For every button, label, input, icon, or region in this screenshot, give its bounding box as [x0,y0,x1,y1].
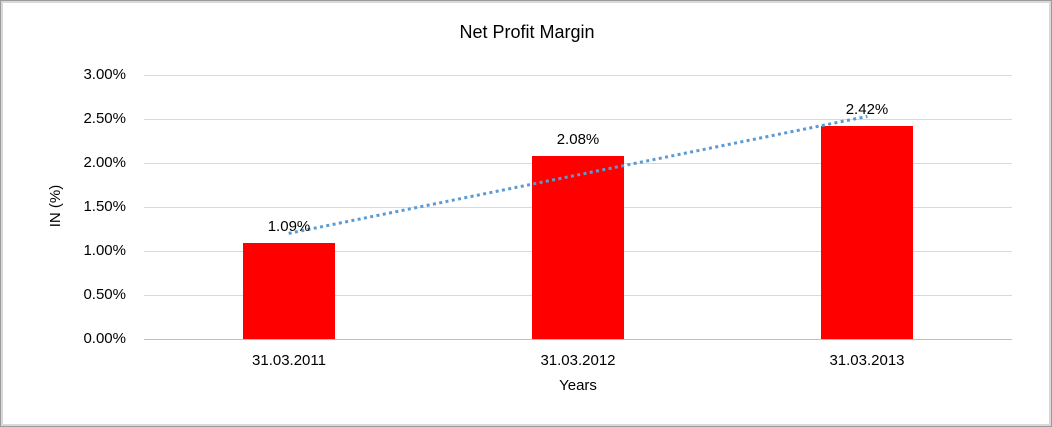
bar-31.03.2011 [243,243,335,339]
x-axis-tick-label: 31.03.2012 [540,352,616,369]
data-label: 2.08% [556,131,600,148]
y-axis-tick-label: 0.00% [83,330,126,347]
x-axis-title: Years [559,377,597,394]
gridline [144,75,1012,76]
x-axis-tick-label: 31.03.2013 [829,352,905,369]
y-axis-tick-label: 2.00% [83,154,126,171]
x-axis-line [144,339,1012,340]
data-label: 2.42% [845,101,889,118]
bar-31.03.2013 [821,126,913,339]
gridline [144,119,1012,120]
x-axis-tick-label: 31.03.2011 [252,352,326,369]
data-label: 1.09% [267,218,311,235]
y-axis-tick-label: 0.50% [83,286,126,303]
y-axis-tick-label: 3.00% [83,66,126,83]
y-axis-tick-label: 1.50% [83,198,126,215]
y-axis-tick-label: 2.50% [83,110,126,127]
bar-31.03.2012 [532,156,624,339]
y-axis-tick-label: 1.00% [83,242,126,259]
chart-title: Net Profit Margin [459,22,595,42]
